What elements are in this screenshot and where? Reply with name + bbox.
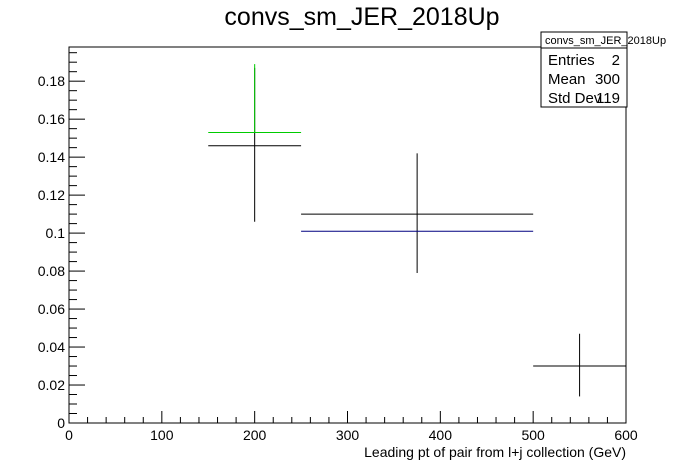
y-tick-label: 0.08 xyxy=(38,263,65,279)
x-tick-label: 100 xyxy=(150,427,174,443)
axes: 0 100 200 300 400 500 600 0 0.02 0.04 0.06 0.08 0.1 0… xyxy=(38,52,638,443)
chart-title: convs_sm_JER_2018Up xyxy=(224,3,499,31)
y-tick-label: 0.02 xyxy=(38,377,65,393)
y-tick-label: 0.04 xyxy=(38,339,65,355)
x-tick-label: 200 xyxy=(243,427,267,443)
y-tick-label: 0 xyxy=(57,415,65,431)
stats-label: Mean xyxy=(548,71,586,88)
x-tick-label: 600 xyxy=(614,427,638,443)
stats-value: 300 xyxy=(595,71,620,88)
stats-value: 2 xyxy=(612,52,620,69)
x-axis-label: Leading pt of pair from l+j collection (… xyxy=(364,444,626,460)
data-series xyxy=(208,64,626,397)
series-1 xyxy=(208,67,626,397)
stats-box: convs_sm_JER_2018Up Entries 2 Mean 300 Std D… xyxy=(540,31,666,108)
stats-label: Entries xyxy=(548,52,595,69)
y-tick-label: 0.16 xyxy=(38,111,65,127)
stats-box-title: convs_sm_JER_2018Up xyxy=(545,35,666,47)
x-tick-label: 400 xyxy=(429,427,453,443)
y-tick-label: 0.18 xyxy=(38,73,65,89)
x-tick-label: 500 xyxy=(521,427,545,443)
series-2 xyxy=(208,64,302,133)
x-tick-label: 0 xyxy=(65,427,73,443)
y-tick-label: 0.06 xyxy=(38,301,65,317)
y-tick-label: 0.14 xyxy=(38,149,65,165)
stats-value: 119 xyxy=(596,90,620,107)
y-tick-label: 0.1 xyxy=(46,225,66,241)
x-tick-label: 300 xyxy=(336,427,360,443)
stats-label: Std Dev xyxy=(548,90,602,107)
stats-box-frame xyxy=(540,31,628,108)
y-tick-label: 0.12 xyxy=(38,187,65,203)
